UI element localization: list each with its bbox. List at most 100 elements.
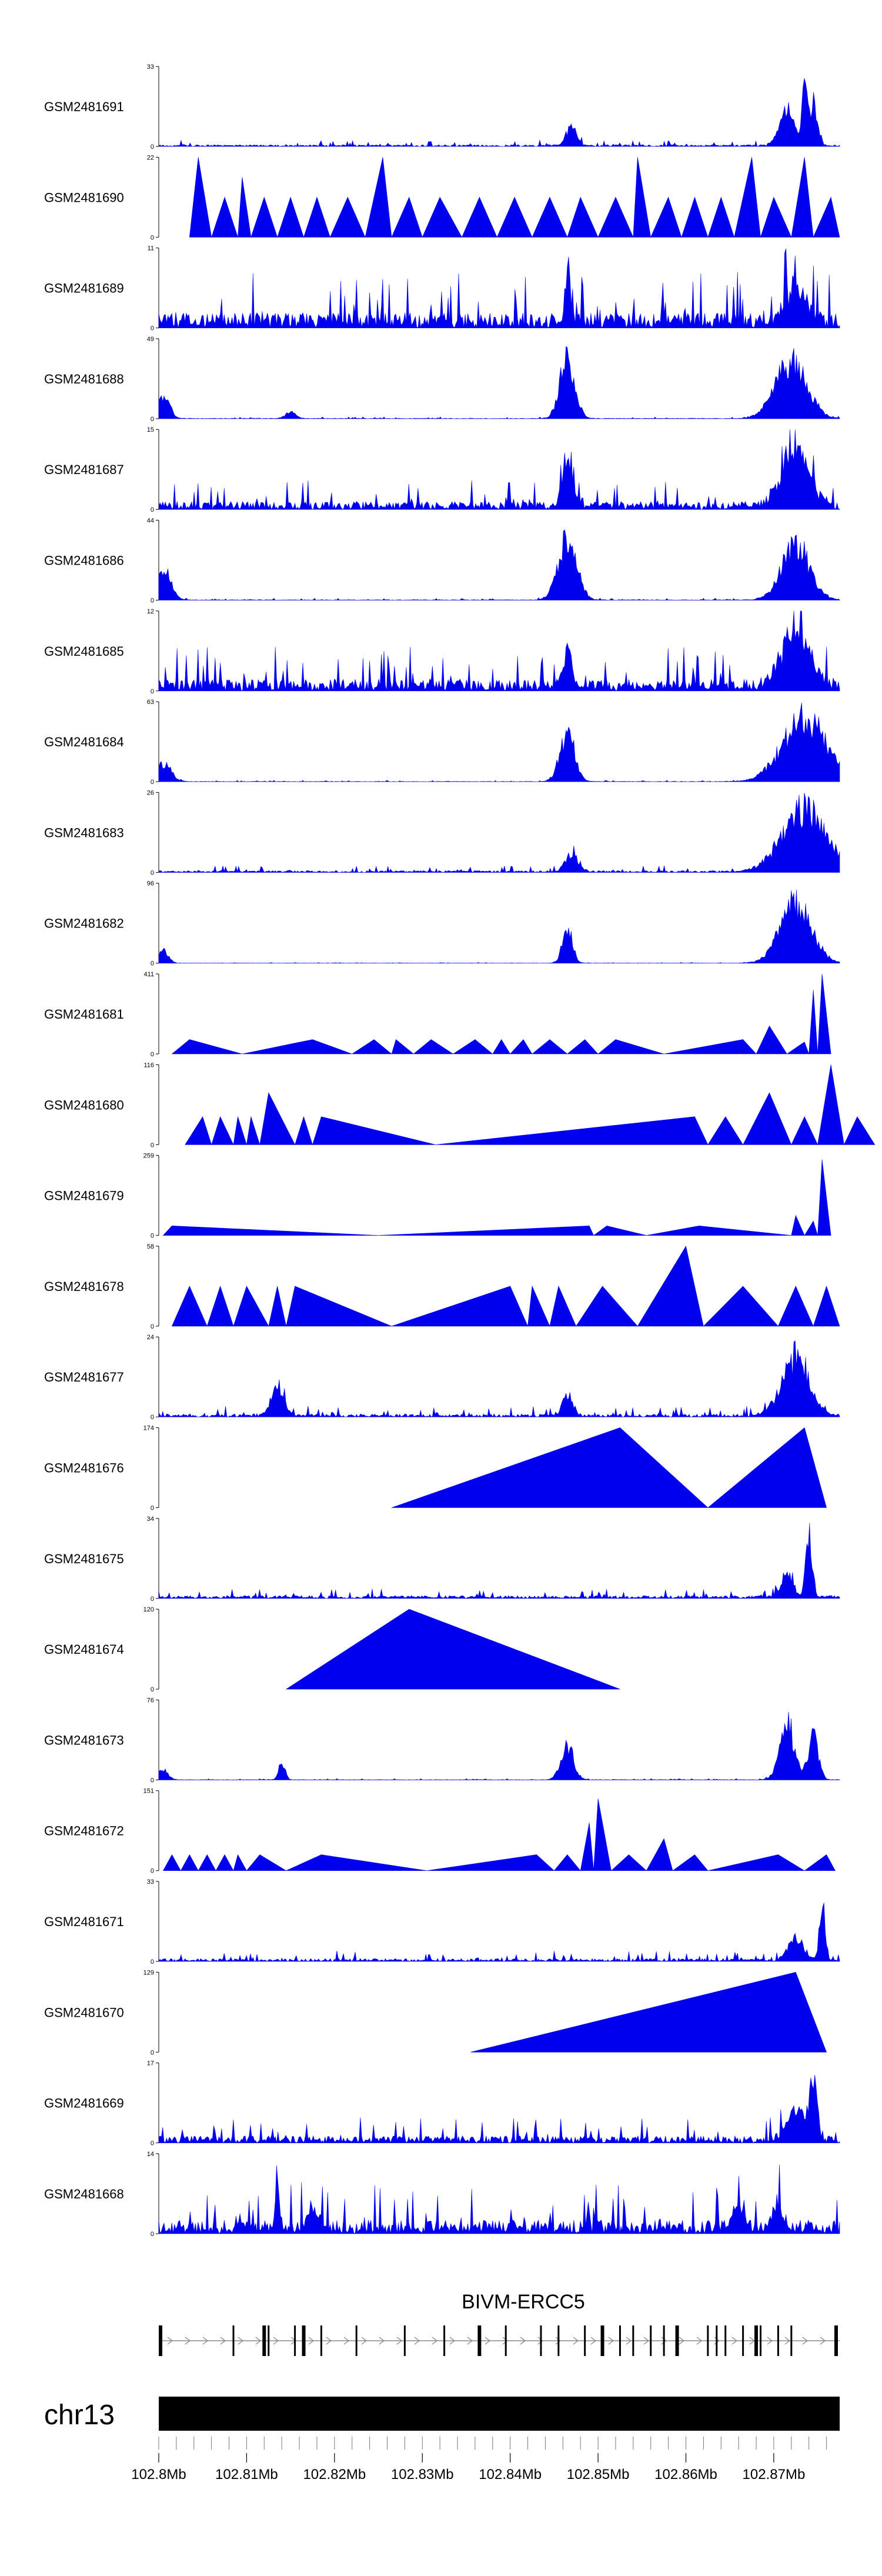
strand-arrow: [679, 2337, 685, 2345]
gene-exon: [584, 2325, 586, 2356]
track-ymax-label: 44: [147, 518, 154, 525]
track-ymax-label: 174: [143, 1425, 154, 1432]
gene-exon: [302, 2325, 306, 2356]
strand-arrow: [802, 2337, 808, 2345]
track-ymax-label: 259: [143, 1153, 154, 1160]
track-ymin-label: 0: [151, 416, 154, 423]
track-GSM2481687: GSM2481687 15 0: [44, 426, 840, 513]
track-label: GSM2481683: [44, 825, 124, 840]
track-GSM2481671: GSM2481671 33 0: [44, 1878, 840, 1966]
gene-exon: [675, 2325, 679, 2356]
track-GSM2481691: GSM2481691 33 0: [44, 64, 840, 151]
track-GSM2481675: GSM2481675 34 0: [44, 1516, 840, 1603]
gene-exon: [232, 2325, 235, 2356]
coverage-area: [158, 1523, 840, 1599]
gene-exon: [320, 2325, 322, 2356]
coverage-area: [158, 2074, 840, 2144]
strand-arrow: [749, 2337, 756, 2345]
gene-exon: [557, 2325, 560, 2356]
track-GSM2481680: GSM2481680 116 0: [44, 1062, 876, 1149]
track-GSM2481678: GSM2481678 58 0: [44, 1243, 840, 1330]
track-label: GSM2481678: [44, 1279, 124, 1294]
track-ymin-label: 0: [151, 1686, 154, 1693]
track-ymax-label: 17: [147, 2060, 154, 2067]
coverage-area: [158, 1340, 840, 1417]
gene-model: [159, 2325, 840, 2356]
track-ymin-label: 0: [151, 1233, 154, 1240]
track-label: GSM2481668: [44, 2187, 124, 2201]
track-ymax-label: 58: [147, 1243, 154, 1250]
strand-arrow: [432, 2337, 438, 2345]
coverage-area: [391, 1427, 827, 1508]
track-GSM2481668: GSM2481668 14 0: [44, 2151, 840, 2238]
track-label: GSM2481686: [44, 553, 124, 568]
chromosome-band: [159, 2397, 840, 2431]
strand-arrow: [379, 2337, 385, 2345]
coverage-area: [158, 793, 840, 873]
track-ymin-label: 0: [151, 869, 154, 876]
track-GSM2481673: GSM2481673 76 0: [44, 1697, 840, 1784]
gene-exon: [760, 2325, 762, 2356]
track-ymax-label: 151: [143, 1788, 154, 1795]
gene-exon: [742, 2325, 744, 2356]
coverage-area: [158, 2164, 840, 2234]
gene-exon: [355, 2325, 358, 2356]
chromosome-track: chr13: [44, 2397, 840, 2431]
gene-exon: [505, 2325, 507, 2356]
track-GSM2481674: GSM2481674 120 0: [44, 1606, 620, 1693]
track-label: GSM2481676: [44, 1461, 124, 1476]
strand-arrow: [449, 2337, 456, 2345]
strand-arrow: [555, 2337, 562, 2345]
track-label: GSM2481675: [44, 1551, 124, 1566]
genome-axis: 102.8Mb 102.81Mb 102.82Mb 102.83Mb 102.84Mb 1…: [131, 2437, 827, 2482]
gene-exon: [650, 2325, 652, 2356]
track-ymax-label: 129: [143, 1969, 154, 1976]
gene-exon: [443, 2325, 446, 2356]
track-GSM2481686: GSM2481686 44 0: [44, 518, 840, 605]
gene-exon: [540, 2325, 542, 2356]
coverage-tracks: GSM2481691330GSM2481690220GSM2481689110G…: [44, 64, 876, 2238]
strand-arrow: [520, 2337, 526, 2345]
strand-arrow: [820, 2337, 826, 2345]
strand-arrow: [590, 2337, 597, 2345]
track-ymax-label: 120: [143, 1606, 154, 1613]
coverage-area: [158, 248, 840, 329]
gene-exon: [403, 2325, 406, 2356]
coverage-area: [158, 529, 840, 600]
strand-arrow: [626, 2337, 632, 2345]
track-ymin-label: 0: [151, 1958, 154, 1966]
coverage-area: [171, 973, 831, 1055]
gene-exon: [619, 2325, 621, 2356]
track-ymax-label: 24: [147, 1334, 154, 1341]
strand-arrow: [502, 2337, 509, 2345]
track-GSM2481679: GSM2481679 259 0: [44, 1153, 831, 1240]
track-ymin-label: 0: [151, 1323, 154, 1330]
track-ymin-label: 0: [151, 2049, 154, 2056]
coverage-area: [158, 1711, 840, 1780]
strand-arrow: [361, 2337, 368, 2345]
strand-arrow: [414, 2337, 420, 2345]
track-GSM2481670: GSM2481670 129 0: [44, 1969, 827, 2056]
track-ymax-label: 411: [143, 971, 154, 978]
strand-arrow: [167, 2337, 173, 2345]
strand-arrow: [784, 2337, 791, 2345]
track-label: GSM2481674: [44, 1642, 124, 1657]
coverage-area: [158, 703, 840, 782]
strand-arrow: [485, 2337, 491, 2345]
track-ymin-label: 0: [151, 1596, 154, 1603]
strand-arrow: [731, 2337, 738, 2345]
track-GSM2481677: GSM2481677 24 0: [44, 1334, 840, 1421]
gene-exon: [724, 2325, 727, 2356]
track-ymax-label: 33: [147, 64, 154, 71]
track-ymin-label: 0: [151, 2140, 154, 2147]
track-GSM2481685: GSM2481685 12 0: [44, 608, 840, 695]
strand-arrow: [467, 2337, 473, 2345]
strand-arrow: [343, 2337, 350, 2345]
track-label: GSM2481691: [44, 99, 124, 114]
coverage-area: [158, 346, 840, 419]
track-label: GSM2481669: [44, 2096, 124, 2111]
track-ymax-label: 116: [143, 1062, 154, 1069]
track-label: GSM2481684: [44, 735, 124, 749]
track-GSM2481681: GSM2481681 411 0: [44, 971, 831, 1058]
